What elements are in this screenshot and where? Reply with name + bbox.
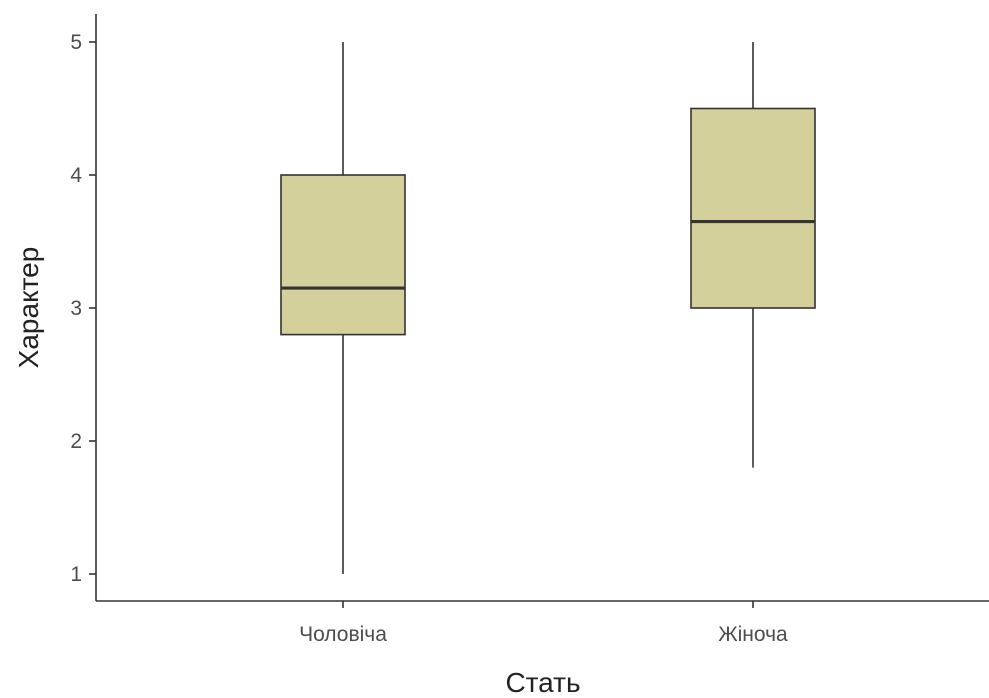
y-tick-label-3: 3	[70, 297, 82, 320]
y-tick-label-5: 5	[70, 31, 82, 54]
y-tick-label-1: 1	[70, 563, 82, 586]
x-axis-ticks: Чоловіча Жіноча	[299, 601, 788, 646]
x-tick-label-1: Чоловіча	[299, 623, 387, 646]
y-tick-label-4: 4	[70, 164, 82, 187]
box-group-2	[691, 42, 815, 468]
box-iqr	[281, 175, 405, 335]
box-group-1	[281, 42, 405, 574]
x-tick-label-2: Жіноча	[718, 623, 788, 646]
y-axis-title: Характер	[13, 247, 44, 369]
box-iqr	[691, 109, 815, 309]
y-axis-ticks: 1 2 3 4 5	[70, 31, 96, 586]
y-tick-label-2: 2	[70, 430, 82, 453]
plot-area	[281, 42, 815, 574]
x-axis-title: Стать	[505, 667, 580, 698]
